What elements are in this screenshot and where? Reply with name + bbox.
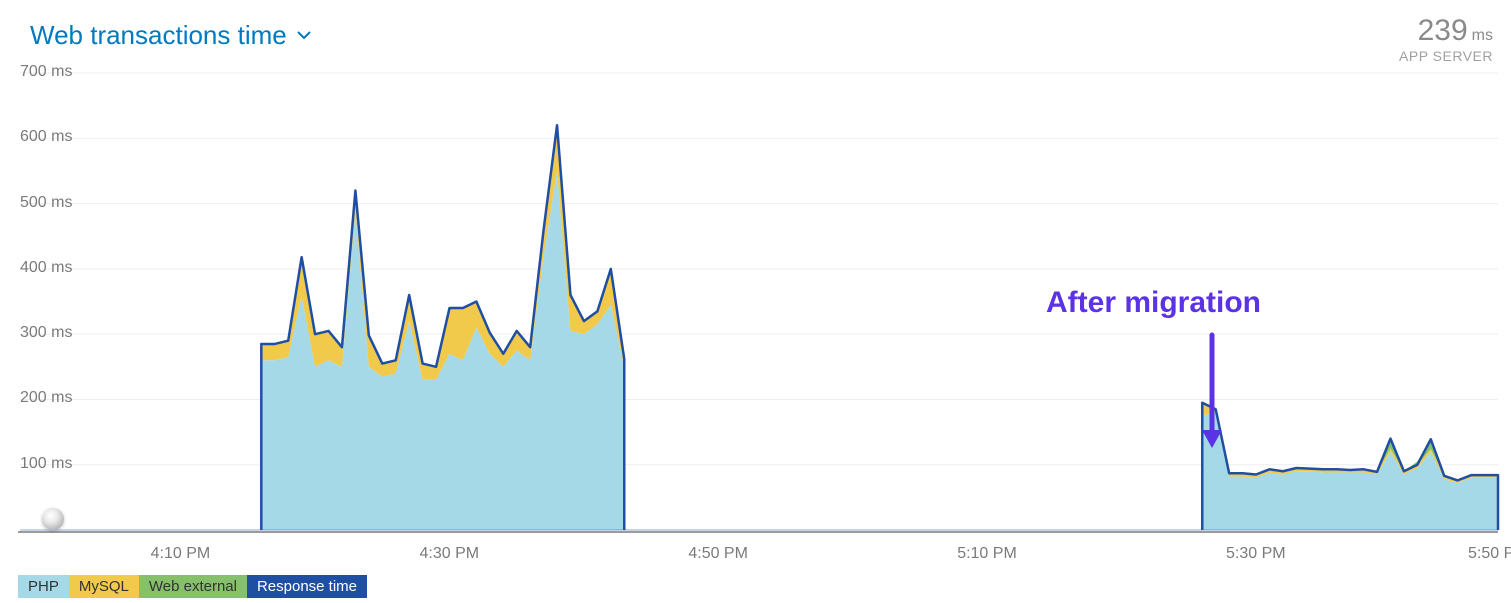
y-tick-label: 200 ms (20, 389, 72, 407)
chevron-down-icon (297, 27, 311, 45)
legend-label: MySQL (79, 578, 129, 595)
x-tick-label: 4:30 PM (420, 545, 480, 563)
y-tick-label: 600 ms (20, 128, 72, 146)
metric-value: 239ms (1399, 16, 1493, 46)
y-tick-label: 500 ms (20, 194, 72, 212)
cursor-indicator (42, 508, 64, 530)
legend-label: PHP (28, 578, 59, 595)
chart-panel: Web transactions time 239ms APP SERVER 1… (0, 0, 1511, 603)
x-tick-label: 5:10 PM (957, 545, 1017, 563)
chart-title: Web transactions time (30, 20, 287, 51)
legend-item[interactable]: PHP (18, 575, 69, 598)
x-tick-label: 5:50 P (1468, 545, 1511, 563)
x-tick-label: 4:10 PM (151, 545, 211, 563)
y-tick-label: 400 ms (20, 259, 72, 277)
x-tick-label: 4:50 PM (688, 545, 748, 563)
summary-metric: 239ms APP SERVER (1399, 16, 1493, 64)
legend-label: Web external (149, 578, 237, 595)
y-tick-label: 700 ms (20, 63, 72, 81)
legend-item[interactable]: Web external (139, 575, 247, 598)
legend-label: Response time (257, 578, 357, 595)
chart-area[interactable]: 100 ms 200 ms 300 ms 400 ms 500 ms 600 ms 700 … (0, 60, 1511, 540)
chart-title-dropdown[interactable]: Web transactions time (30, 20, 311, 51)
y-tick-label: 100 ms (20, 455, 72, 473)
legend-item[interactable]: Response time (247, 575, 367, 598)
x-axis-labels: 4:10 PM 4:30 PM 4:50 PM 5:10 PM 5:30 PM 5:50 … (0, 545, 1511, 569)
y-tick-label: 300 ms (20, 324, 72, 342)
legend: PHP MySQL Web external Response time (18, 575, 367, 598)
chart-svg (0, 60, 1511, 540)
x-tick-label: 5:30 PM (1226, 545, 1286, 563)
metric-unit: ms (1472, 27, 1493, 44)
metric-number: 239 (1418, 14, 1468, 47)
legend-item[interactable]: MySQL (69, 575, 139, 598)
